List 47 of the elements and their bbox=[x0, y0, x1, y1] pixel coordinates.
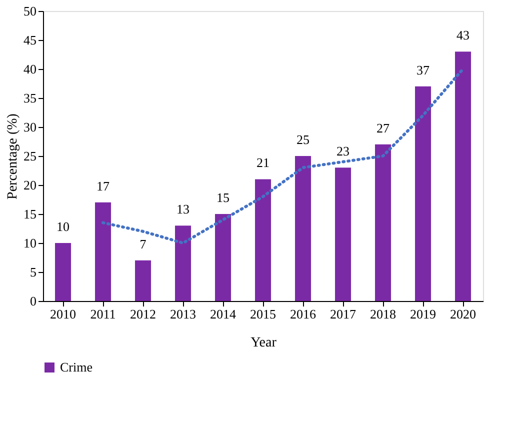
x-tick-label: 2010 bbox=[50, 306, 76, 322]
data-label: 27 bbox=[376, 120, 390, 136]
bar bbox=[135, 260, 151, 301]
y-tick-label: 40 bbox=[24, 62, 36, 76]
x-tick-label: 2018 bbox=[370, 306, 396, 322]
data-label: 43 bbox=[456, 28, 470, 43]
bar bbox=[295, 156, 311, 301]
data-label: 15 bbox=[216, 190, 230, 205]
y-axis-title: Percentage (%) bbox=[6, 113, 20, 200]
bar bbox=[375, 144, 391, 301]
x-tick-label: 2012 bbox=[130, 306, 156, 322]
y-tick-label: 5 bbox=[30, 264, 36, 280]
x-tick-label: 2017 bbox=[330, 306, 356, 322]
y-tick-label: 10 bbox=[24, 236, 36, 250]
bar bbox=[255, 179, 271, 301]
x-tick-label: 2019 bbox=[410, 306, 436, 322]
x-tick-label: 2014 bbox=[210, 306, 236, 322]
data-label: 25 bbox=[296, 132, 310, 147]
x-tick-label: 2016 bbox=[290, 306, 316, 322]
y-tick-label: 25 bbox=[24, 148, 36, 164]
bar bbox=[455, 52, 471, 301]
data-label: 13 bbox=[176, 202, 190, 217]
y-tick-label: 15 bbox=[24, 206, 36, 222]
x-tick-label: 2013 bbox=[170, 306, 196, 322]
x-axis-title: Year bbox=[250, 336, 277, 350]
x-tick-label: 2015 bbox=[250, 306, 276, 322]
bar bbox=[415, 86, 431, 301]
y-tick-label: 30 bbox=[24, 120, 36, 134]
y-tick-label: 35 bbox=[24, 90, 36, 106]
data-label: 21 bbox=[256, 155, 270, 170]
y-tick-label: 20 bbox=[24, 178, 36, 192]
x-tick-label: 2020 bbox=[450, 306, 476, 322]
y-tick-label: 45 bbox=[24, 32, 36, 48]
x-tick-label: 2011 bbox=[90, 306, 116, 322]
y-tick-label: 50 bbox=[24, 4, 36, 18]
data-label: 10 bbox=[56, 219, 70, 234]
data-label: 17 bbox=[96, 178, 110, 194]
y-tick-label: 0 bbox=[30, 294, 36, 308]
data-label: 37 bbox=[416, 62, 430, 78]
bar bbox=[55, 243, 71, 301]
data-label: 23 bbox=[336, 144, 350, 159]
bar bbox=[215, 214, 231, 301]
data-label: 7 bbox=[140, 236, 147, 252]
bar bbox=[175, 226, 191, 301]
legend-label: Crime bbox=[60, 360, 93, 374]
bar bbox=[95, 202, 111, 301]
bar bbox=[335, 168, 351, 301]
